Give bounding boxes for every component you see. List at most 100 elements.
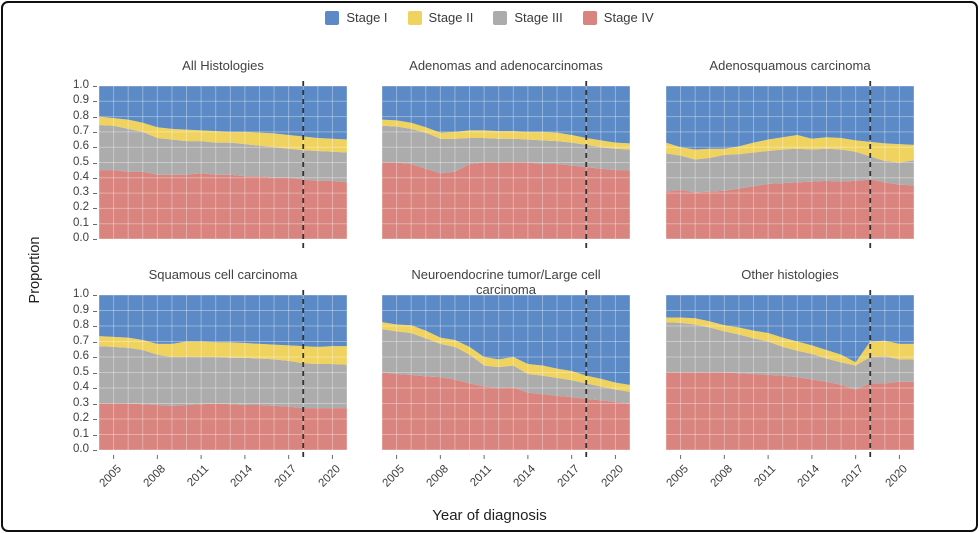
y-tick-mark xyxy=(93,208,97,210)
panel-all-histologies xyxy=(98,81,348,250)
area-stage-i xyxy=(382,86,630,144)
y-tick-mark xyxy=(93,403,97,405)
x-tick-label: 2005 xyxy=(97,463,125,490)
panel-title-other-histologies: Other histologies xyxy=(741,267,839,282)
x-tick-label: 2008 xyxy=(424,463,451,490)
legend-swatch-icon xyxy=(493,10,508,25)
area-stage-iii xyxy=(666,148,914,193)
area-stage-iv xyxy=(99,403,347,450)
y-tick-mark xyxy=(93,419,97,420)
legend-item-stage-iv: Stage IV xyxy=(582,10,654,25)
y-tick-label: 0.6 xyxy=(73,140,89,153)
y-tick-mark xyxy=(93,310,97,312)
panel-title-squamous-cell-carcinoma: Squamous cell carcinoma xyxy=(148,267,298,282)
legend-item-stage-ii: Stage II xyxy=(407,10,474,25)
y-tick-label: 0.1 xyxy=(73,216,89,229)
panel-title-all-histologies: All Histologies xyxy=(182,58,264,73)
y-tick-label: 0.7 xyxy=(73,124,89,137)
y-tick-mark xyxy=(93,86,97,87)
y-tick-label: 0.9 xyxy=(73,94,89,107)
area-stage-i xyxy=(99,295,347,347)
area-stage-iii xyxy=(99,346,347,409)
y-tick-mark xyxy=(93,131,97,133)
y-tick-mark xyxy=(93,388,97,389)
y-tick-label: 0.3 xyxy=(73,396,89,409)
legend-swatch-icon xyxy=(407,10,422,25)
legend-item-stage-i: Stage I xyxy=(325,10,388,25)
y-tick-label: 0.5 xyxy=(73,155,89,168)
x-tick-label: 2005 xyxy=(664,463,692,490)
area-stage-iv xyxy=(382,372,630,450)
y-axis-title: Proportion xyxy=(27,236,43,304)
area-stage-ii xyxy=(666,317,914,366)
y-tick-mark xyxy=(93,193,97,195)
area-stage-i xyxy=(382,295,630,385)
x-tick-label: 2020 xyxy=(316,463,343,490)
y-tick-label: 0.9 xyxy=(73,303,89,316)
y-tick-mark xyxy=(93,326,97,327)
y-tick-mark xyxy=(93,239,97,240)
y-tick-label: 0.8 xyxy=(73,109,89,122)
y-tick-label: 0.6 xyxy=(73,350,89,362)
panel-squamous-cell-carcinoma xyxy=(98,290,348,461)
x-tick-label: 2014 xyxy=(228,463,256,490)
area-stage-iii xyxy=(382,125,630,174)
y-tick-label: 0.4 xyxy=(73,381,89,393)
x-tick-label: 2008 xyxy=(141,463,168,490)
y-tick-label: 0.7 xyxy=(73,334,89,347)
y-tick-label: 1.0 xyxy=(73,288,89,300)
legend-item-stage-iii: Stage III xyxy=(493,10,563,25)
legend: Stage I Stage II Stage III Stage IV xyxy=(3,10,976,25)
panel-other-histologies xyxy=(665,290,915,461)
area-stage-ii xyxy=(99,116,347,153)
panel-title-adenomas-and-adenocarcinomas: Adenomas and adenocarcinomas xyxy=(409,58,603,73)
legend-label: Stage I xyxy=(346,10,388,25)
panel-neuroendocrine-tumor-large-cell-carcinoma xyxy=(381,290,631,461)
x-tick-label: 2011 xyxy=(468,463,495,489)
y-tick-mark xyxy=(93,357,97,358)
area-stage-i xyxy=(666,86,914,150)
panel-adenomas-and-adenocarcinomas xyxy=(381,81,631,250)
y-tick-mark xyxy=(93,162,97,164)
x-tick-label: 2017 xyxy=(839,463,867,490)
legend-label: Stage III xyxy=(514,10,563,25)
x-tick-label: 2014 xyxy=(795,463,823,490)
y-tick-mark xyxy=(93,434,97,436)
area-stage-ii xyxy=(382,119,630,150)
y-tick-label: 0.2 xyxy=(73,412,89,424)
y-tick-label: 0.0 xyxy=(73,443,89,455)
x-tick-label: 2011 xyxy=(185,463,212,489)
y-tick-mark xyxy=(93,341,97,343)
legend-label: Stage IV xyxy=(603,10,654,25)
y-tick-label: 0.4 xyxy=(73,170,89,183)
x-tick-label: 2017 xyxy=(555,463,583,490)
legend-swatch-icon xyxy=(325,10,340,25)
area-stage-ii xyxy=(382,322,630,392)
y-tick-label: 0.0 xyxy=(73,232,89,244)
y-tick-mark xyxy=(93,223,97,225)
panel-title-neuroendocrine-tumor-large-cell-carcinoma: Neuroendocrine tumor/Large cell carcinom… xyxy=(411,267,601,297)
legend-swatch-icon xyxy=(582,10,597,25)
y-tick-mark xyxy=(93,101,97,103)
y-tick-mark xyxy=(93,295,97,296)
y-tick-label: 0.8 xyxy=(73,319,89,331)
x-tick-label: 2011 xyxy=(752,463,779,489)
y-tick-mark xyxy=(93,372,97,374)
area-stage-iv xyxy=(666,372,914,450)
area-stage-ii xyxy=(666,134,914,163)
legend-label: Stage II xyxy=(428,10,474,25)
y-tick-mark xyxy=(93,450,97,451)
y-tick-mark xyxy=(93,147,97,149)
y-tick-mark xyxy=(93,116,97,118)
y-tick-label: 0.1 xyxy=(73,427,89,440)
y-tick-mark xyxy=(93,177,97,179)
x-tick-label: 2020 xyxy=(883,463,910,490)
area-stage-iv xyxy=(382,162,630,239)
y-tick-label: 1.0 xyxy=(73,79,89,91)
area-stage-iii xyxy=(99,125,347,183)
area-stage-ii xyxy=(99,336,347,365)
area-stage-iv xyxy=(99,170,347,239)
x-axis-title: Year of diagnosis xyxy=(432,507,547,524)
x-tick-label: 2008 xyxy=(708,463,735,490)
